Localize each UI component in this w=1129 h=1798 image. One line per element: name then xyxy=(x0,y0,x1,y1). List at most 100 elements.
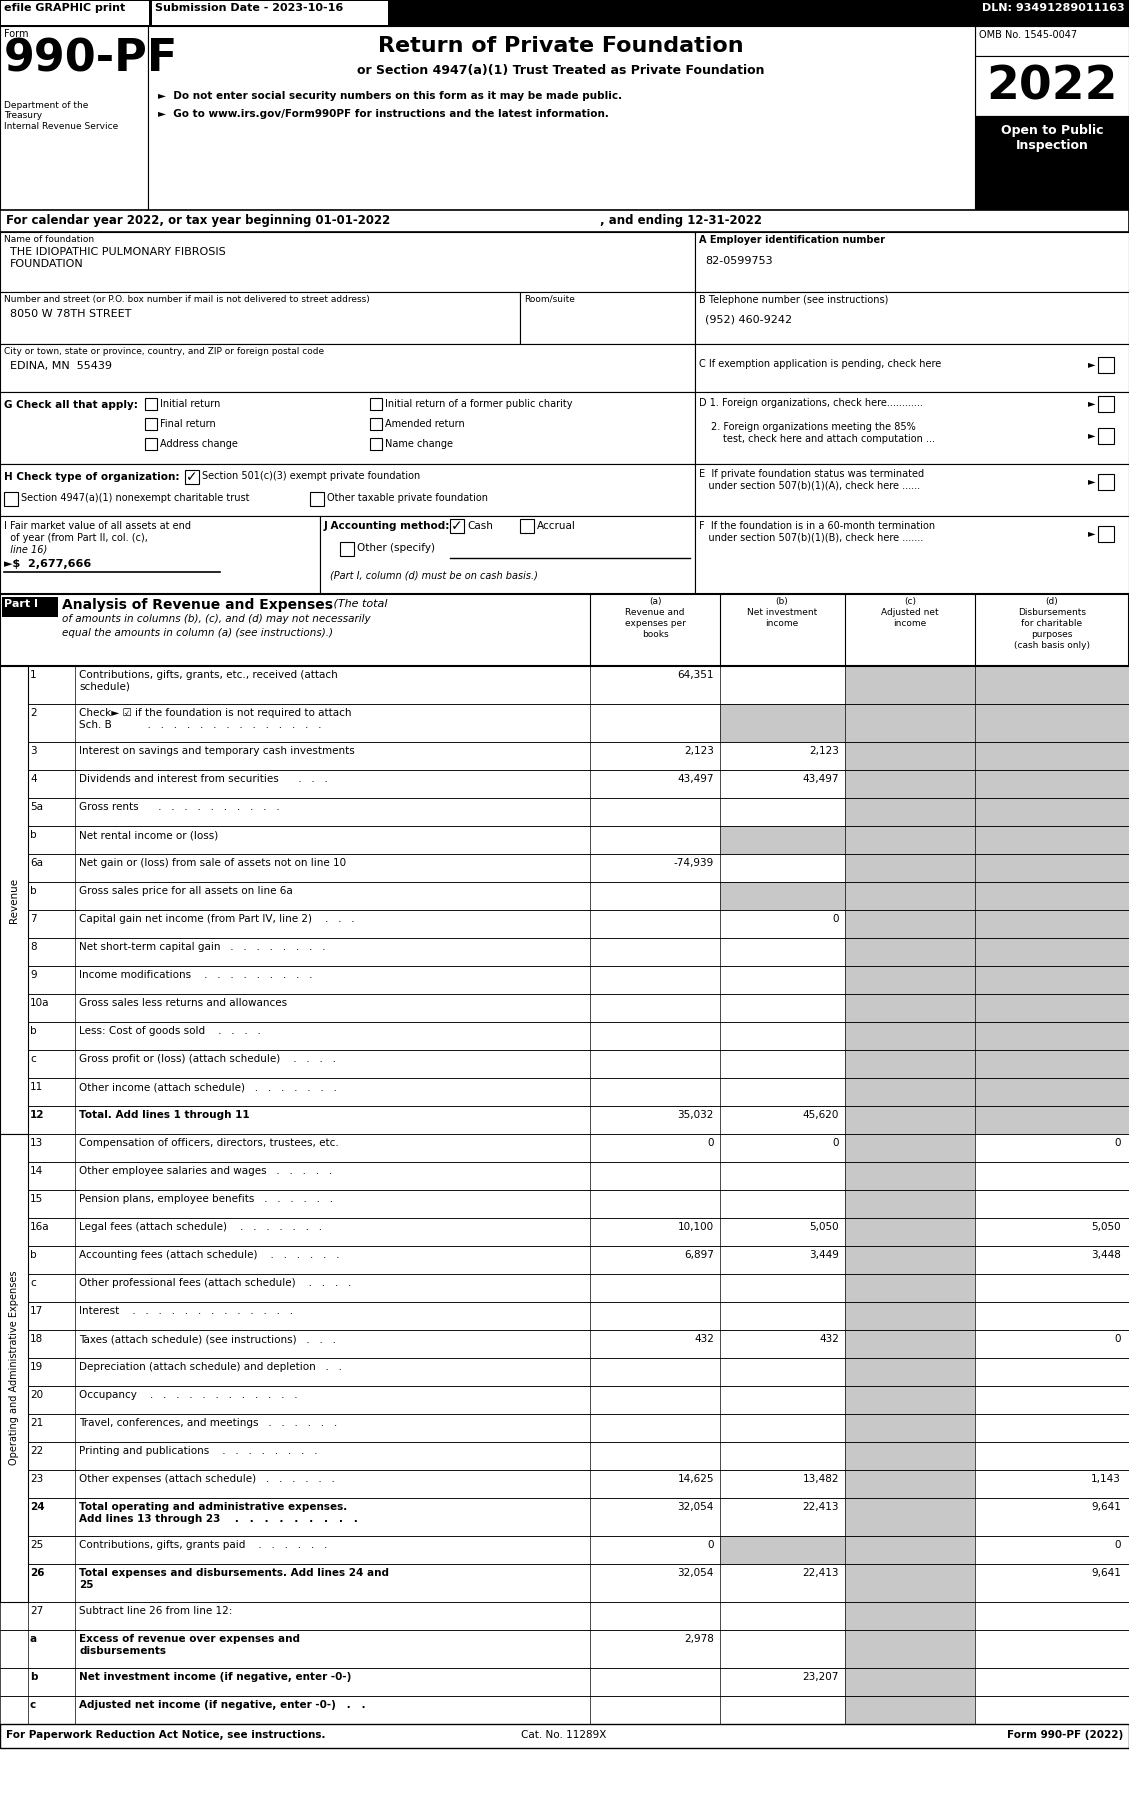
Bar xyxy=(0,1386,1129,1413)
Text: Contributions, gifts, grants paid    .   .   .   .   .   .: Contributions, gifts, grants paid . . . … xyxy=(79,1541,327,1550)
Text: 0: 0 xyxy=(832,913,839,924)
Text: 0: 0 xyxy=(708,1138,714,1147)
Bar xyxy=(0,770,1129,798)
Text: b: b xyxy=(30,831,36,840)
Text: Excess of revenue over expenses and
disbursements: Excess of revenue over expenses and disb… xyxy=(79,1634,300,1656)
Text: Printing and publications    .   .   .   .   .   .   .   .: Printing and publications . . . . . . . … xyxy=(79,1446,317,1456)
Bar xyxy=(145,417,157,430)
Text: ►  Do not enter social security numbers on this form as it may be made public.: ► Do not enter social security numbers o… xyxy=(158,92,622,101)
Text: 9,641: 9,641 xyxy=(1091,1568,1121,1579)
Bar xyxy=(370,417,382,430)
Text: 14,625: 14,625 xyxy=(677,1474,714,1483)
Text: City or town, state or province, country, and ZIP or foreign postal code: City or town, state or province, country… xyxy=(5,347,324,356)
Text: Taxes (attach schedule) (see instructions)   .   .   .: Taxes (attach schedule) (see instruction… xyxy=(79,1334,336,1343)
Text: 9: 9 xyxy=(30,969,36,980)
Bar xyxy=(1099,358,1114,372)
Text: A Employer identification number: A Employer identification number xyxy=(699,236,885,245)
Text: ✓: ✓ xyxy=(450,520,463,532)
Text: 14: 14 xyxy=(30,1165,43,1176)
Text: equal the amounts in column (a) (see instructions).): equal the amounts in column (a) (see ins… xyxy=(62,628,333,638)
Text: Initial return: Initial return xyxy=(160,399,220,408)
Text: Occupancy    .   .   .   .   .   .   .   .   .   .   .   .: Occupancy . . . . . . . . . . . . xyxy=(79,1390,298,1401)
Bar xyxy=(0,665,1129,705)
Text: b: b xyxy=(30,1250,36,1260)
Bar xyxy=(975,665,1129,705)
Bar xyxy=(0,825,1129,854)
Bar xyxy=(320,516,695,593)
Bar xyxy=(975,910,1129,939)
Bar xyxy=(844,1331,975,1357)
Bar xyxy=(975,25,1129,56)
Text: Travel, conferences, and meetings   .   .   .   .   .   .: Travel, conferences, and meetings . . . … xyxy=(79,1419,338,1428)
Text: Net gain or (loss) from sale of assets not on line 10: Net gain or (loss) from sale of assets n… xyxy=(79,858,347,868)
Bar xyxy=(310,493,324,505)
Text: Other professional fees (attach schedule)    .   .   .   .: Other professional fees (attach schedule… xyxy=(79,1278,351,1287)
Text: Net investment income (if negative, enter -0-): Net investment income (if negative, ente… xyxy=(79,1672,351,1681)
Text: 11: 11 xyxy=(30,1082,43,1091)
Text: 1,143: 1,143 xyxy=(1091,1474,1121,1483)
Text: 22,413: 22,413 xyxy=(803,1501,839,1512)
Text: Other (specify): Other (specify) xyxy=(357,543,435,554)
Bar xyxy=(0,25,1129,210)
Text: Amended return: Amended return xyxy=(385,419,465,430)
Text: 2. Foreign organizations meeting the 85%: 2. Foreign organizations meeting the 85% xyxy=(711,423,916,432)
Text: Other taxable private foundation: Other taxable private foundation xyxy=(327,493,488,503)
Text: (b): (b) xyxy=(776,597,788,606)
Bar xyxy=(844,1050,975,1079)
Text: 5a: 5a xyxy=(30,802,43,813)
Bar xyxy=(844,1190,975,1217)
Text: (d): (d) xyxy=(1045,597,1058,606)
Bar xyxy=(844,1564,975,1602)
Text: 13: 13 xyxy=(30,1138,43,1147)
Text: Number and street (or P.O. box number if mail is not delivered to street address: Number and street (or P.O. box number if… xyxy=(5,295,370,304)
Bar xyxy=(844,883,975,910)
Text: Gross rents      .   .   .   .   .   .   .   .   .   .: Gross rents . . . . . . . . . . xyxy=(79,802,280,813)
Text: (The total: (The total xyxy=(330,599,387,610)
Text: Pension plans, employee benefits   .   .   .   .   .   .: Pension plans, employee benefits . . . .… xyxy=(79,1194,333,1205)
Bar xyxy=(844,665,975,705)
Text: 2,123: 2,123 xyxy=(809,746,839,755)
Bar xyxy=(695,232,1129,291)
Text: 0: 0 xyxy=(832,1138,839,1147)
Text: ►$  2,677,666: ►$ 2,677,666 xyxy=(5,559,91,568)
Text: 18: 18 xyxy=(30,1334,43,1343)
Text: b: b xyxy=(30,1027,36,1036)
Text: 432: 432 xyxy=(694,1334,714,1343)
Text: Section 4947(a)(1) nonexempt charitable trust: Section 4947(a)(1) nonexempt charitable … xyxy=(21,493,250,503)
Bar xyxy=(0,1442,1129,1471)
Bar xyxy=(0,939,1129,966)
Text: ►: ► xyxy=(1088,529,1095,538)
Bar xyxy=(0,392,695,464)
Text: F  If the foundation is in a 60-month termination: F If the foundation is in a 60-month ter… xyxy=(699,521,935,530)
Text: Accrual: Accrual xyxy=(537,521,576,530)
Text: (a): (a) xyxy=(649,597,662,606)
Text: Other income (attach schedule)   .   .   .   .   .   .   .: Other income (attach schedule) . . . . .… xyxy=(79,1082,336,1091)
Bar xyxy=(975,825,1129,854)
Text: H Check type of organization:: H Check type of organization: xyxy=(5,473,180,482)
Text: ►: ► xyxy=(1088,476,1095,485)
Text: Section 501(c)(3) exempt private foundation: Section 501(c)(3) exempt private foundat… xyxy=(202,471,420,482)
Bar xyxy=(0,1669,1129,1696)
Bar xyxy=(975,56,1129,117)
Bar xyxy=(0,1413,1129,1442)
Text: 0: 0 xyxy=(1114,1541,1121,1550)
Text: D 1. Foreign organizations, check here............: D 1. Foreign organizations, check here..… xyxy=(699,397,922,408)
Bar xyxy=(0,1162,1129,1190)
Text: 9,641: 9,641 xyxy=(1091,1501,1121,1512)
Bar xyxy=(340,541,355,556)
Text: For calendar year 2022, or tax year beginning 01-01-2022: For calendar year 2022, or tax year begi… xyxy=(6,214,391,227)
Text: 82-0599753: 82-0599753 xyxy=(704,255,772,266)
Text: Form: Form xyxy=(5,29,28,40)
Text: ►: ► xyxy=(1088,360,1095,369)
Text: or Section 4947(a)(1) Trust Treated as Private Foundation: or Section 4947(a)(1) Trust Treated as P… xyxy=(357,65,764,77)
Bar xyxy=(0,1302,1129,1331)
Text: of amounts in columns (b), (c), and (d) may not necessarily: of amounts in columns (b), (c), and (d) … xyxy=(62,613,370,624)
Text: 35,032: 35,032 xyxy=(677,1109,714,1120)
Bar xyxy=(2,597,58,617)
Text: 45,620: 45,620 xyxy=(803,1109,839,1120)
Text: C If exemption application is pending, check here: C If exemption application is pending, c… xyxy=(699,360,942,369)
Text: (Part I, column (d) must be on cash basis.): (Part I, column (d) must be on cash basi… xyxy=(330,570,537,581)
Text: 8: 8 xyxy=(30,942,36,951)
Bar xyxy=(975,743,1129,770)
Text: 32,054: 32,054 xyxy=(677,1568,714,1579)
